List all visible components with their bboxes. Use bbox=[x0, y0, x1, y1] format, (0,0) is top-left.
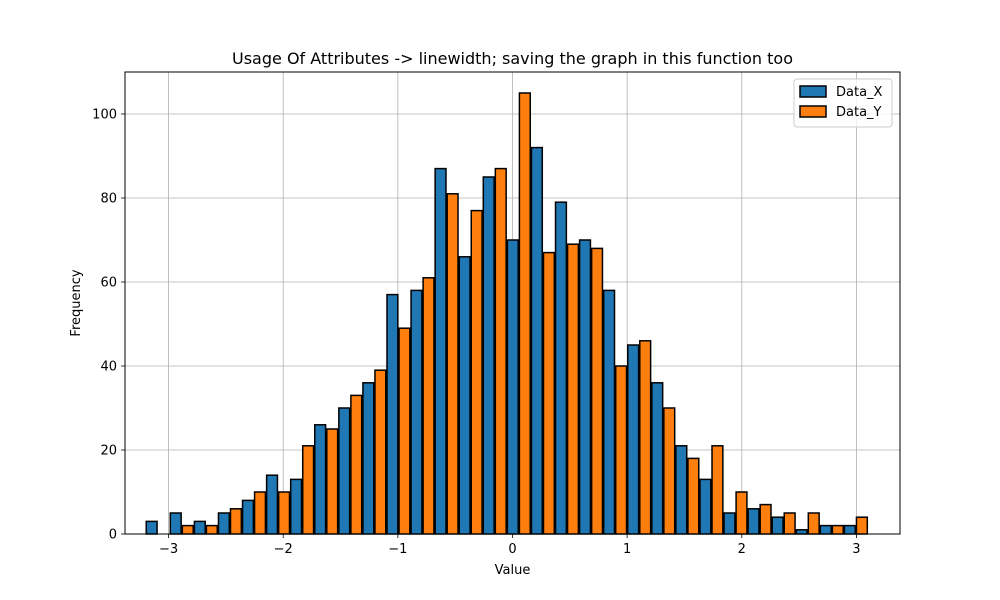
bar-data-x bbox=[241, 499, 255, 535]
bar-data-y bbox=[590, 247, 604, 535]
bar-data-x bbox=[458, 256, 471, 535]
axis-ticks: −3 −2 −1 0 1 2 3 0 20 40 60 80 100 bbox=[92, 108, 860, 558]
bar-data-y bbox=[831, 524, 844, 535]
bar-data-x bbox=[410, 289, 423, 535]
x-tick-label: 0 bbox=[508, 542, 516, 557]
bar-data-x bbox=[506, 239, 519, 535]
bar-data-x bbox=[530, 146, 544, 535]
bar-data-x bbox=[434, 167, 447, 535]
bar-data-x bbox=[675, 445, 688, 535]
bar-data-x bbox=[795, 529, 808, 535]
bar-data-x bbox=[217, 512, 231, 535]
x-tick-label: 2 bbox=[738, 542, 746, 557]
bar-data-x bbox=[289, 478, 303, 535]
bar-data-y bbox=[326, 428, 339, 535]
legend-swatch bbox=[799, 85, 827, 98]
bar-data-y bbox=[566, 243, 580, 535]
y-tick-label: 80 bbox=[100, 192, 117, 207]
bar-data-y bbox=[807, 512, 820, 535]
bar-data-y bbox=[446, 193, 459, 535]
bar-data-x bbox=[169, 512, 182, 535]
bar-data-y bbox=[374, 369, 387, 535]
bar-data-x bbox=[819, 524, 832, 535]
x-tick-label: −1 bbox=[388, 542, 407, 557]
bar-data-y bbox=[350, 394, 363, 535]
bar-data-x bbox=[747, 508, 760, 535]
bar-data-x bbox=[699, 478, 712, 535]
bar-data-y bbox=[205, 524, 219, 535]
x-tick-label: 1 bbox=[623, 542, 631, 557]
y-tick-label: 40 bbox=[100, 360, 117, 375]
bar-data-y bbox=[759, 503, 772, 535]
bar-data-y bbox=[253, 491, 267, 535]
x-tick-label: −2 bbox=[274, 542, 293, 557]
x-axis-label: Value bbox=[495, 563, 531, 578]
bar-data-y bbox=[687, 457, 700, 535]
legend: Data_X Data_Y bbox=[793, 78, 893, 128]
bar-data-y bbox=[229, 508, 243, 535]
y-tick-label: 100 bbox=[92, 108, 117, 123]
bar-data-x bbox=[362, 382, 375, 535]
legend-label: Data_Y bbox=[836, 105, 882, 120]
bar-data-y bbox=[735, 491, 748, 535]
bar-data-x bbox=[482, 176, 495, 535]
bar-data-y bbox=[494, 167, 507, 535]
legend-label: Data_X bbox=[836, 85, 883, 100]
legend-swatch bbox=[799, 105, 827, 118]
y-tick-label: 60 bbox=[100, 276, 117, 291]
y-tick-label: 0 bbox=[109, 528, 117, 543]
bar-data-x bbox=[626, 344, 640, 535]
bar-data-y bbox=[181, 524, 194, 535]
bars bbox=[145, 92, 869, 535]
bar-data-x bbox=[145, 520, 158, 535]
bar-data-y bbox=[470, 209, 483, 535]
bar-data-y bbox=[518, 92, 531, 535]
bar-data-x bbox=[193, 520, 206, 535]
y-axis-label: Frequency bbox=[69, 269, 84, 336]
chart-title: Usage Of Attributes -> linewidth; saving… bbox=[232, 49, 793, 68]
bar-data-y bbox=[398, 327, 411, 535]
bar-data-y bbox=[542, 251, 556, 535]
x-tick-label: 3 bbox=[852, 542, 860, 557]
y-tick-label: 20 bbox=[100, 444, 117, 459]
bar-data-x bbox=[723, 512, 736, 535]
bar-data-x bbox=[843, 524, 857, 535]
bar-data-y bbox=[614, 365, 628, 535]
bar-data-x bbox=[338, 407, 351, 535]
bar-data-x bbox=[771, 516, 784, 535]
bar-data-x bbox=[651, 382, 664, 535]
bar-data-y bbox=[855, 516, 869, 535]
bar-data-y bbox=[783, 512, 796, 535]
bar-data-x bbox=[314, 424, 327, 535]
bar-data-x bbox=[554, 201, 568, 535]
bar-data-x bbox=[265, 474, 279, 535]
bar-data-x bbox=[602, 289, 616, 535]
bar-data-y bbox=[711, 445, 724, 535]
bar-data-y bbox=[301, 445, 315, 535]
x-tick-label: −3 bbox=[159, 542, 178, 557]
bar-data-y bbox=[639, 340, 652, 535]
bar-data-y bbox=[663, 407, 676, 535]
bar-data-y bbox=[422, 277, 435, 535]
bar-data-x bbox=[386, 293, 399, 535]
bar-data-y bbox=[277, 491, 291, 535]
bar-data-x bbox=[578, 239, 592, 535]
